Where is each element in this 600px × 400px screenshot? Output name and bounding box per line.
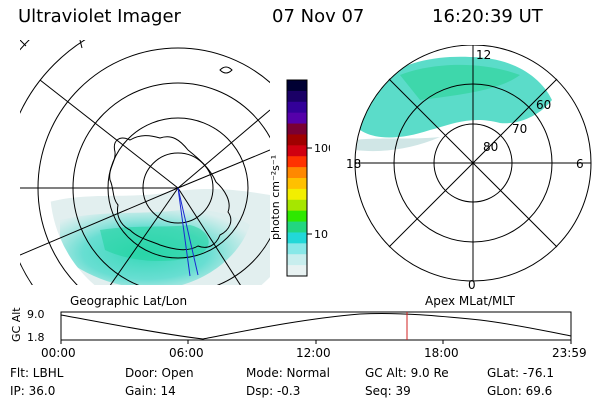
colorbar-cell — [287, 210, 307, 223]
antarctica-coastline — [109, 135, 232, 251]
colorbar-label: photon cm⁻²s⁻¹ — [270, 155, 282, 240]
mode-info: Mode: Normal — [246, 366, 330, 380]
colorbar-tick-100: 100 — [314, 142, 330, 155]
gc-alt-info: GC Alt: 9.0 Re — [365, 366, 449, 380]
island-outline — [219, 66, 233, 74]
colorbar: 100 10 photon cm⁻²s⁻¹ — [270, 79, 330, 277]
mlat-label-70: 70 — [512, 122, 527, 136]
altitude-ylabel: GC Alt — [10, 307, 23, 342]
colorbar-cell — [287, 265, 307, 277]
seq-info: Seq: 39 — [365, 384, 411, 398]
xtick-1800: 18:00 — [424, 346, 459, 360]
door-info: Door: Open — [125, 366, 194, 380]
altitude-plot: GC Alt 9.0 1.8 00:00 06:00 12:00 18:00 2… — [10, 307, 587, 360]
filter-info: Flt: LBHL — [10, 366, 64, 380]
dsp-info: Dsp: -0.3 — [246, 384, 301, 398]
edge-ticks — [20, 40, 83, 49]
colorbar-cell — [287, 101, 307, 114]
glat-info: GLat: -76.1 — [487, 366, 554, 380]
xtick-0600: 06:00 — [169, 346, 204, 360]
xtick-1200: 12:00 — [296, 346, 331, 360]
colorbar-cell — [287, 167, 307, 179]
title: Ultraviolet Imager — [18, 6, 181, 27]
colorbar-tick-10: 10 — [314, 228, 328, 241]
colorbar-cell — [287, 134, 307, 146]
mlat-label-80: 80 — [483, 140, 498, 154]
meridian-lines — [20, 79, 270, 285]
xtick-0000: 00:00 — [41, 346, 76, 360]
colorbar-cell — [287, 145, 307, 157]
mlat-label-60: 60 — [536, 98, 551, 112]
colorbar-cell — [287, 178, 307, 190]
geographic-map-label: Geographic Lat/Lon — [70, 294, 188, 308]
apex-map-label: Apex MLat/MLT — [425, 294, 515, 308]
aurora-emission-right — [355, 56, 552, 152]
colorbar-cell — [287, 232, 307, 244]
altitude-curve — [60, 312, 572, 340]
colorbar-cell — [287, 80, 307, 92]
mlt-label-12: 12 — [476, 48, 491, 62]
xtick-2359: 23:59 — [552, 346, 587, 360]
date: 07 Nov 07 — [272, 6, 365, 27]
mlt-label-0: 0 — [468, 278, 476, 292]
colorbar-cell — [287, 188, 307, 201]
colorbar-cells — [287, 80, 307, 277]
apex-mlat-mlt-plot: 12 18 6 0 60 70 80 — [346, 45, 592, 292]
mlt-label-6: 6 — [576, 157, 584, 171]
colorbar-cell — [287, 243, 307, 255]
aurora-emission-left — [50, 188, 270, 285]
colorbar-cell — [287, 254, 307, 266]
geographic-map — [20, 40, 270, 285]
ip-info: IP: 36.0 — [10, 384, 56, 398]
time-utc: 16:20:39 UT — [432, 6, 543, 27]
colorbar-cell — [287, 90, 307, 103]
ytick-9: 9.0 — [27, 308, 45, 321]
mlt-label-18: 18 — [346, 157, 361, 171]
ground-track — [177, 187, 199, 277]
colorbar-cell — [287, 221, 307, 233]
colorbar-cell — [287, 123, 307, 135]
colorbar-cell — [287, 112, 307, 125]
gain-info: Gain: 14 — [125, 384, 176, 398]
mlt-lines — [355, 45, 591, 281]
colorbar-cell — [287, 199, 307, 212]
ytick-1-8: 1.8 — [27, 331, 45, 344]
colorbar-cell — [287, 156, 307, 168]
glon-info: GLon: 69.6 — [487, 384, 553, 398]
